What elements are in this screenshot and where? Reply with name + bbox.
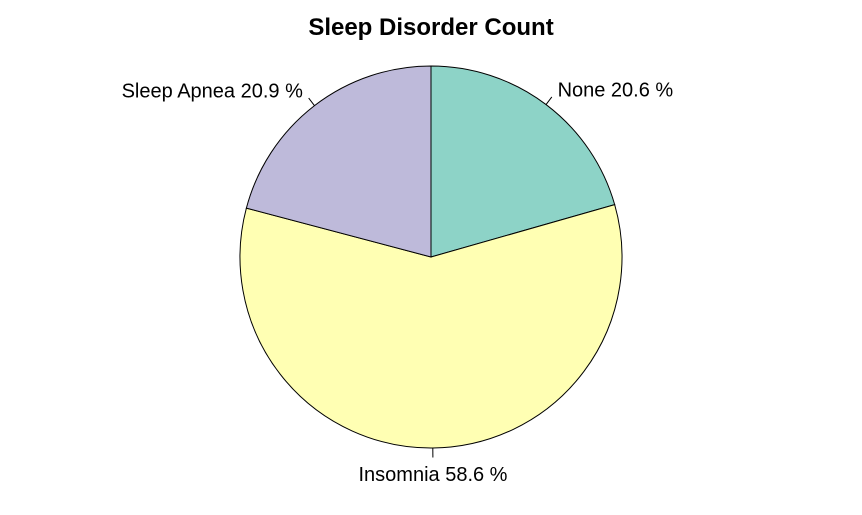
slice-label-insomnia: Insomnia 58.6 % [358, 464, 507, 486]
slice-label-sleep-apnea: Sleep Apnea 20.9 % [122, 81, 303, 103]
leader-line [545, 96, 553, 105]
pie-slices [239, 65, 623, 449]
pie-labels: None 20.6 % Insomnia 58.6 % Sleep Apnea 20… [122, 79, 674, 486]
slice-label-none: None 20.6 % [558, 79, 674, 101]
pie-slice-sleep-apnea [245, 65, 432, 258]
chart-title: Sleep Disorder Count [308, 14, 553, 41]
leader-line [308, 97, 315, 106]
